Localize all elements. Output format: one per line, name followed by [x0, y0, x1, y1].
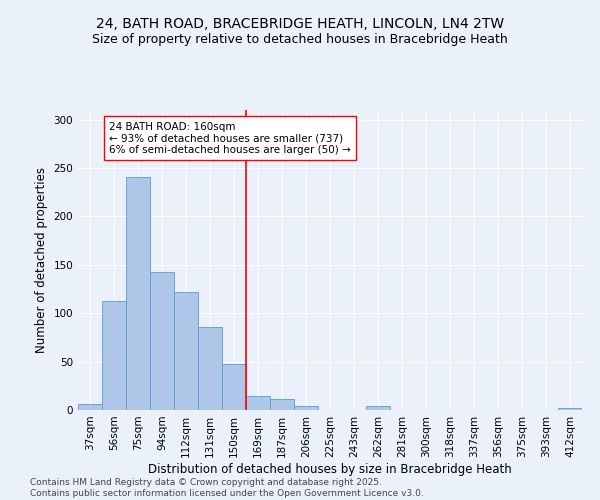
- Bar: [366, 406, 390, 410]
- Bar: [174, 292, 198, 410]
- Bar: [294, 406, 318, 410]
- Text: 24 BATH ROAD: 160sqm
← 93% of detached houses are smaller (737)
6% of semi-detac: 24 BATH ROAD: 160sqm ← 93% of detached h…: [109, 122, 351, 155]
- Bar: [102, 300, 126, 410]
- Bar: [222, 364, 246, 410]
- Y-axis label: Number of detached properties: Number of detached properties: [35, 167, 48, 353]
- Bar: [270, 400, 294, 410]
- Text: Contains HM Land Registry data © Crown copyright and database right 2025.
Contai: Contains HM Land Registry data © Crown c…: [30, 478, 424, 498]
- Text: 24, BATH ROAD, BRACEBRIDGE HEATH, LINCOLN, LN4 2TW: 24, BATH ROAD, BRACEBRIDGE HEATH, LINCOL…: [96, 18, 504, 32]
- Bar: [198, 327, 222, 410]
- Bar: [150, 272, 174, 410]
- Bar: [126, 177, 150, 410]
- Bar: [558, 408, 582, 410]
- Text: Size of property relative to detached houses in Bracebridge Heath: Size of property relative to detached ho…: [92, 32, 508, 46]
- X-axis label: Distribution of detached houses by size in Bracebridge Heath: Distribution of detached houses by size …: [148, 462, 512, 475]
- Bar: [246, 396, 270, 410]
- Bar: [78, 404, 102, 410]
